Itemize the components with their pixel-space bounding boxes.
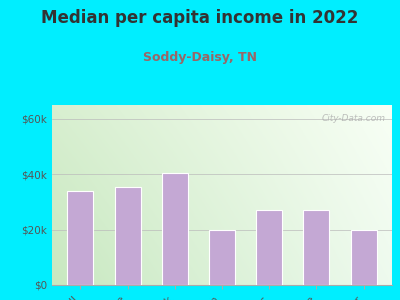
Text: City-Data.com: City-Data.com [321, 114, 385, 123]
Bar [209, 230, 235, 285]
Bar [304, 210, 330, 285]
Text: Median per capita income in 2022: Median per capita income in 2022 [41, 9, 359, 27]
Bar [256, 210, 282, 285]
Bar [67, 191, 93, 285]
Bar [162, 173, 188, 285]
Bar [114, 187, 140, 285]
Text: Soddy-Daisy, TN: Soddy-Daisy, TN [143, 51, 257, 64]
Bar [351, 230, 377, 285]
